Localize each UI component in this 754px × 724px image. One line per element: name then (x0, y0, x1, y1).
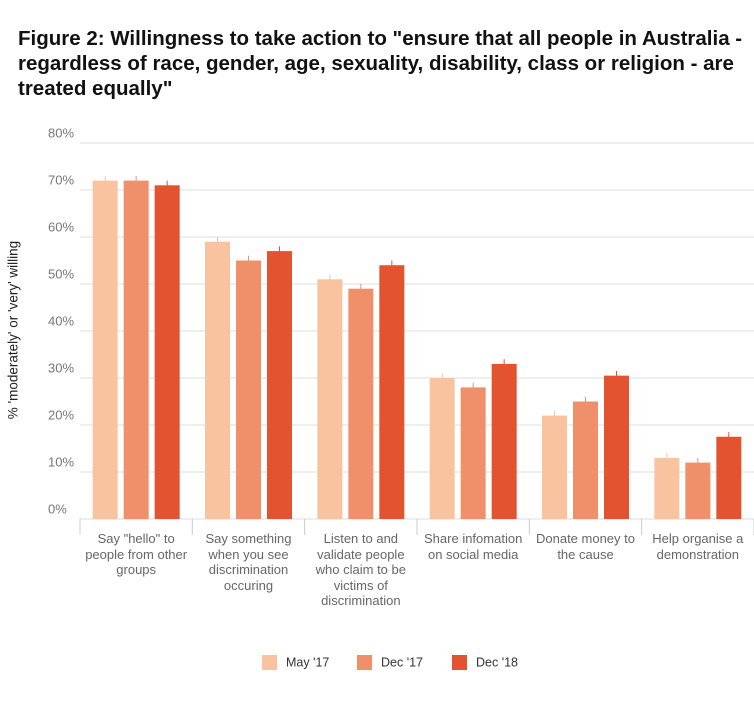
bar (317, 279, 343, 519)
x-tick-label: Share infomation on social media (424, 531, 523, 562)
y-tick-label: 30% (48, 360, 74, 375)
x-tick-label: Listen to and validate people who claim … (315, 531, 406, 608)
bar (542, 415, 567, 519)
y-tick-label: 70% (48, 172, 74, 187)
y-tick-label: 20% (48, 407, 74, 422)
chart-title: Figure 2: Willingness to take action to … (18, 27, 743, 100)
bar (205, 241, 230, 519)
x-tick-label: Say something when you see discriminatio… (205, 531, 292, 593)
bar (604, 375, 629, 519)
legend-label: Dec '18 (476, 655, 518, 669)
bar (491, 363, 517, 519)
legend-swatch (357, 655, 372, 670)
bar (379, 265, 405, 519)
x-tick-label: Donate money to the cause (535, 531, 635, 562)
bar (573, 401, 598, 519)
legend-swatch (262, 655, 277, 670)
bar (429, 378, 455, 519)
x-tick-label: Say "hello" to people from other groups (85, 531, 188, 577)
y-tick-label: 80% (48, 125, 74, 140)
y-axis-label: % 'moderately' or 'very' willing (6, 241, 21, 419)
bar (654, 457, 680, 519)
y-tick-label: 0% (48, 501, 67, 516)
legend-swatch (452, 655, 467, 670)
bar (236, 260, 261, 519)
y-tick-label: 60% (48, 219, 74, 234)
legend-label: May '17 (286, 655, 329, 669)
bar (92, 180, 118, 519)
bar (267, 251, 292, 519)
y-tick-label: 40% (48, 313, 74, 328)
y-tick-label: 50% (48, 266, 74, 281)
y-tick-label: 10% (48, 454, 74, 469)
x-tick-label: Help organise a demonstration (652, 531, 744, 562)
bar (716, 436, 742, 519)
legend-label: Dec '17 (381, 655, 423, 669)
bar (154, 185, 180, 520)
bar (123, 180, 149, 519)
bar (460, 387, 486, 519)
bar (685, 462, 711, 519)
bar (348, 288, 374, 519)
